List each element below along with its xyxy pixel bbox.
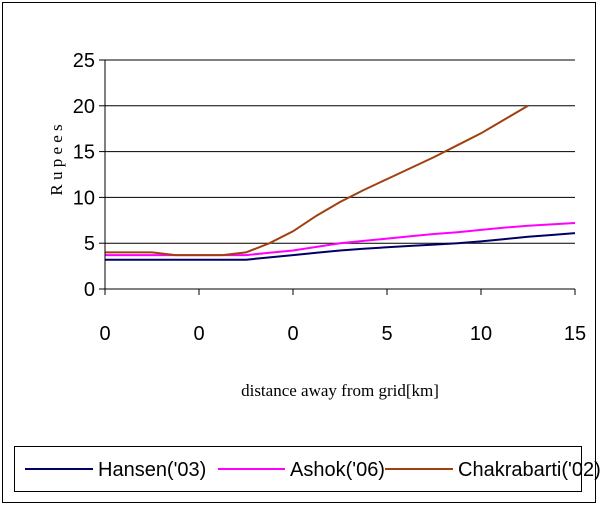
legend-label-2: Chakrabarti('02) xyxy=(458,459,601,481)
gridlines xyxy=(99,59,575,290)
legend-label-0: Hansen('03) xyxy=(98,459,206,481)
y-tick-labels: 0 5 10 15 20 25 xyxy=(73,50,95,301)
chart-frame xyxy=(2,2,596,503)
x-tick-label-3: 5 xyxy=(381,323,392,345)
series-line-2 xyxy=(105,104,529,257)
axes xyxy=(104,60,575,290)
x-tick-label-1: 0 xyxy=(193,323,204,345)
x-axis-label: distance away from grid[km] xyxy=(241,381,439,400)
series-lines xyxy=(105,104,576,261)
y-axis-label: R u p e e s xyxy=(47,124,66,195)
y-tick-label-15: 15 xyxy=(73,142,95,164)
series-line-0 xyxy=(105,232,576,261)
y-tick-label-5: 5 xyxy=(84,233,95,255)
x-tick-labels: 0 0 0 5 10 15 xyxy=(99,289,586,345)
y-tick-label-25: 25 xyxy=(73,50,95,72)
y-tick-label-10: 10 xyxy=(73,187,95,209)
x-tick-label-5: 15 xyxy=(564,323,586,345)
x-tick-label-2: 0 xyxy=(287,323,298,345)
x-tick-label-4: 10 xyxy=(470,323,492,345)
y-tick-label-20: 20 xyxy=(73,96,95,118)
x-tick-label-0: 0 xyxy=(99,323,110,345)
legend-label-1: Ashok('06) xyxy=(290,459,385,481)
y-tick-label-0: 0 xyxy=(84,279,95,301)
legend xyxy=(14,446,582,492)
